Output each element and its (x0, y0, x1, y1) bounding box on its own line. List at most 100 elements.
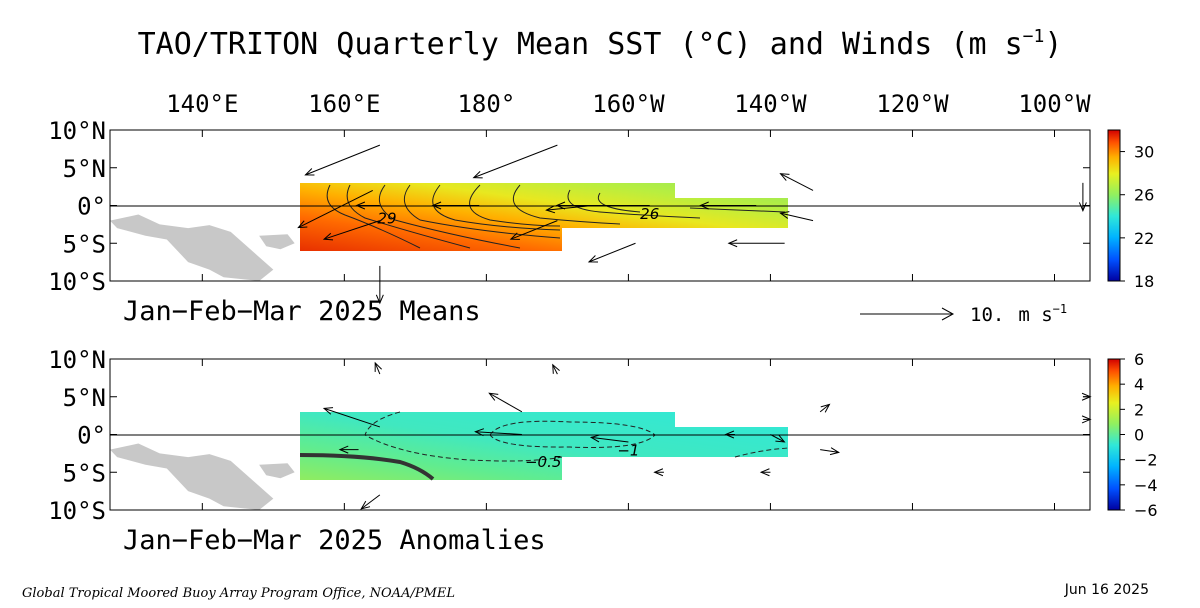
wind-vector (488, 392, 523, 413)
wind-vector (431, 201, 480, 210)
wind-vector (779, 211, 814, 222)
reference-unit: m s (1018, 304, 1052, 326)
colorbar-tick-label: 30 (1134, 143, 1154, 162)
panel-ticks: 10°N 5°N 0° 5°S 10°S (48, 346, 1090, 525)
wind-vector (474, 428, 522, 437)
wind-vector (552, 363, 560, 375)
wind-vector (472, 144, 558, 179)
wind-vectors (297, 144, 1087, 305)
lon-tick-label: 180° (457, 90, 515, 118)
contour-label: −1 (617, 442, 639, 460)
wind-vector (1078, 182, 1087, 213)
contour-labels: −0.5 −1 (525, 442, 639, 471)
lon-tick-label: 160°W (592, 90, 665, 118)
landmass (110, 443, 274, 510)
title-main: TAO/TRITON Quarterly Mean SST (°C) and W… (138, 27, 1023, 62)
land-mask (110, 443, 295, 510)
chart-title: TAO/TRITON Quarterly Mean SST (°C) and W… (138, 26, 1063, 62)
wind-vector (653, 468, 664, 477)
wind-vector (322, 220, 381, 241)
wind-vector (699, 201, 757, 210)
wind-vector (355, 201, 380, 210)
lon-tick-label: 140°E (166, 90, 238, 118)
reference-speed: 10. (970, 304, 1004, 326)
colorbar: −6 −4 −2 0 2 4 6 (1107, 350, 1158, 520)
contour-label: 29 (377, 210, 396, 228)
colorbar-tick-label: 18 (1134, 272, 1154, 291)
wind-vector (374, 361, 382, 375)
lat-tick-label: 5°N (63, 155, 106, 183)
lat-tick-label: 5°S (63, 230, 106, 258)
colorbar-tick-label: −4 (1134, 476, 1158, 495)
colorbar-gradient (1107, 358, 1121, 511)
footer-credit: Global Tropical Moored Buoy Array Progra… (22, 586, 455, 601)
wind-vector (545, 205, 593, 214)
wind-vector (304, 144, 381, 176)
colorbar-tick-label: 0 (1134, 426, 1144, 445)
landmass (259, 463, 295, 479)
lat-tick-label: 5°N (63, 384, 106, 412)
wind-vector (724, 430, 735, 439)
panel-label: Jan−Feb−Mar 2025 Anomalies (123, 525, 546, 556)
wind-vector (1081, 415, 1092, 424)
colorbar-tick-label: 26 (1134, 186, 1154, 205)
footer-date: Jun 16 2025 (1064, 582, 1149, 598)
wind-vector (819, 403, 831, 413)
sst-field-west (300, 183, 788, 251)
colorbar-tick-label: 6 (1134, 350, 1144, 369)
land-mask (110, 214, 295, 281)
landmass (259, 234, 295, 250)
reference-vector-label: 10. m s−1 (970, 302, 1067, 326)
colorbar-tick-label: −2 (1134, 451, 1158, 470)
means-panel: 29 26 10°N 5°N 0° 5°S 10°S Jan−Feb−Mar 2025 M… (48, 117, 1154, 327)
title-close: ) (1044, 27, 1062, 62)
longitude-tick-labels: 140°E 160°E 180° 160°W 140°W 120°W 100°W (166, 90, 1091, 118)
reference-vector-head (941, 307, 955, 321)
sst-anomaly-field (300, 412, 788, 480)
wind-vector (509, 220, 558, 240)
colorbar-gradient (1107, 129, 1121, 282)
lon-tick-label: 120°W (876, 90, 949, 118)
landmass (110, 214, 274, 281)
colorbar-tick-label: −6 (1134, 501, 1158, 520)
sst-field (300, 183, 788, 251)
wind-vector (779, 173, 814, 191)
sst-contours (326, 184, 786, 249)
lat-tick-label: 10°N (48, 346, 106, 374)
lat-tick-label: 0° (77, 193, 106, 221)
contour-labels: 29 26 (377, 205, 659, 228)
panel-label: Jan−Feb−Mar 2025 Means (123, 296, 481, 327)
lon-tick-label: 140°W (734, 90, 807, 118)
lat-tick-label: 10°S (48, 268, 106, 296)
wind-vector (587, 242, 636, 263)
reference-unit-sup: −1 (1053, 302, 1067, 316)
colorbar-tick-label: 2 (1134, 400, 1144, 419)
lon-tick-label: 160°E (308, 90, 380, 118)
lon-tick-label: 100°W (1018, 90, 1091, 118)
panel-ticks: 10°N 5°N 0° 5°S 10°S (48, 117, 1090, 296)
wind-vector (770, 434, 786, 443)
lat-tick-label: 5°S (63, 459, 106, 487)
colorbar-tick-label: 4 (1134, 375, 1144, 394)
wind-vector (322, 407, 381, 428)
wind-vector (555, 201, 650, 210)
lat-tick-label: 0° (77, 422, 106, 450)
wind-vector (759, 468, 771, 477)
lat-tick-label: 10°N (48, 117, 106, 145)
contour-label: 26 (640, 205, 659, 223)
anomalies-panel: −0.5 −1 10°N 5°N 0° 5°S 10°S Jan−Feb−Mar 2025… (48, 346, 1157, 556)
contour-label: −0.5 (525, 453, 561, 471)
wind-vector (820, 447, 841, 456)
wind-vector (727, 239, 785, 248)
sst-anomaly-field-west (300, 412, 788, 480)
colorbar-tick-label: 22 (1134, 229, 1154, 248)
wind-vector (360, 494, 381, 510)
wind-vector (375, 265, 384, 305)
colorbar: 18 22 26 30 (1107, 129, 1154, 291)
wind-vector (297, 189, 373, 229)
lat-tick-label: 10°S (48, 497, 106, 525)
wind-vector (338, 445, 359, 454)
title-superscript: −1 (1023, 26, 1045, 47)
wind-vector (589, 434, 629, 443)
